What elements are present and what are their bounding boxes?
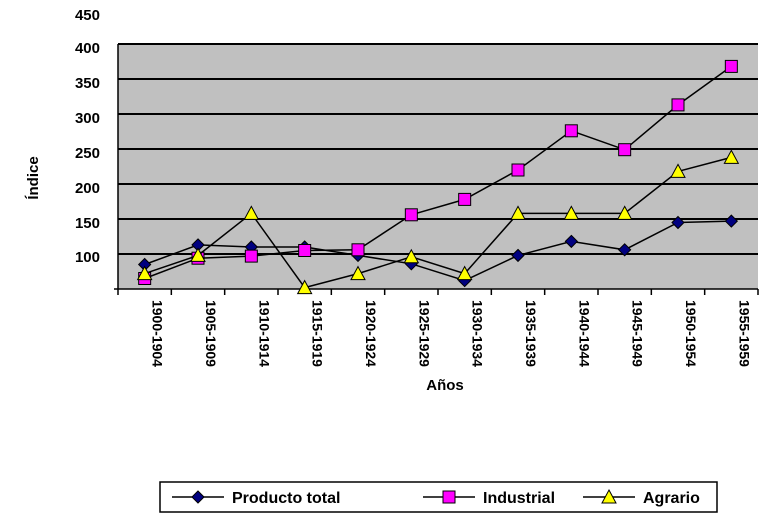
data-point xyxy=(296,279,313,295)
data-point xyxy=(404,208,418,222)
data-point xyxy=(458,192,472,206)
data-point xyxy=(190,247,206,262)
data-point xyxy=(670,163,686,178)
data-point xyxy=(244,249,258,263)
data-point xyxy=(564,234,579,249)
x-tick-label: 1900-1904 xyxy=(150,300,166,367)
y-tick-label: 250 xyxy=(75,145,100,162)
data-point xyxy=(617,243,632,257)
series-line xyxy=(144,220,732,282)
y-tick-label: 450 xyxy=(75,7,100,24)
data-point xyxy=(724,59,738,73)
legend-label: Producto total xyxy=(232,490,340,507)
data-point xyxy=(298,244,312,257)
series-line xyxy=(144,156,732,289)
y-axis-ticks: 100 150 200 250 300 350 400 450 xyxy=(75,7,100,266)
y-tick-label: 400 xyxy=(75,40,100,57)
plot-area xyxy=(118,44,758,289)
y-axis-title: Índice xyxy=(25,156,42,199)
data-point xyxy=(403,248,420,264)
x-axis-ticks: 1900-1904 1905-1909 1910-1914 1915-1919 1920… xyxy=(150,289,759,367)
gridlines xyxy=(114,43,758,295)
x-tick-label: 1945-1949 xyxy=(630,300,646,367)
data-point xyxy=(350,265,366,281)
data-point xyxy=(564,124,578,138)
series-line xyxy=(144,65,732,280)
data-point xyxy=(563,205,580,220)
x-tick-label: 1915-1919 xyxy=(310,300,326,367)
y-tick-label: 350 xyxy=(75,75,100,92)
series-agrario xyxy=(136,149,740,295)
y-tick-label: 100 xyxy=(75,249,100,266)
data-point xyxy=(724,214,739,228)
data-point xyxy=(616,205,633,220)
x-tick-label: 1950-1954 xyxy=(683,300,699,367)
x-tick-label: 1955-1959 xyxy=(736,300,752,367)
legend: Producto total Industrial Agrario xyxy=(159,481,718,513)
data-point xyxy=(511,248,525,263)
legend-label: Industrial xyxy=(483,490,555,507)
series-lines xyxy=(136,59,740,295)
y-tick-label: 150 xyxy=(75,215,100,232)
x-tick-label: 1930-1934 xyxy=(470,300,486,367)
data-point xyxy=(618,143,632,157)
data-point xyxy=(671,98,685,112)
x-tick-label: 1935-1939 xyxy=(523,300,539,367)
series-industrial xyxy=(138,59,738,285)
x-tick-label: 1905-1909 xyxy=(203,300,219,367)
legend-label: Agrario xyxy=(643,490,700,507)
x-tick-label: 1910-1914 xyxy=(256,300,272,367)
x-tick-label: 1920-1924 xyxy=(363,300,379,367)
data-point xyxy=(510,205,526,220)
data-point xyxy=(351,243,365,257)
legend-marker xyxy=(191,490,205,504)
data-point xyxy=(456,265,473,281)
data-point xyxy=(671,215,685,230)
data-point xyxy=(723,149,740,164)
y-tick-label: 300 xyxy=(75,110,100,127)
data-point xyxy=(511,163,525,177)
x-tick-label: 1925-1929 xyxy=(416,300,432,367)
legend-marker xyxy=(601,488,617,504)
data-point xyxy=(136,265,153,281)
x-tick-label: 1940-1944 xyxy=(576,300,592,367)
x-axis-title: Años xyxy=(426,377,464,394)
y-tick-label: 200 xyxy=(75,180,100,197)
data-point xyxy=(243,205,260,220)
legend-marker xyxy=(442,490,456,504)
